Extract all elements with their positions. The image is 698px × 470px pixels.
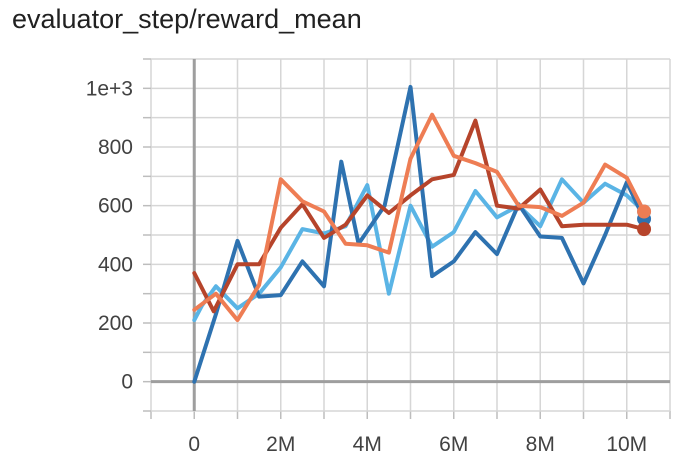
y-tick-label: 1e+3 <box>86 77 133 100</box>
series-line-4 <box>192 112 646 323</box>
axes <box>151 59 670 411</box>
x-tick-label: 2M <box>266 433 295 456</box>
x-tick-label: 10M <box>606 433 647 456</box>
y-tick-label: 200 <box>98 312 133 335</box>
series-group <box>192 84 652 384</box>
series-line-2 <box>192 84 646 384</box>
series-line-3 <box>192 118 646 314</box>
x-tick-label: 0 <box>188 433 200 456</box>
chart-title: evaluator_step/reward_mean <box>12 4 362 34</box>
x-tick-label: 6M <box>439 433 468 456</box>
y-tick-label: 0 <box>121 371 133 394</box>
x-tick-label: 4M <box>353 433 382 456</box>
series-end-marker-3 <box>637 222 652 237</box>
tick-labels: 0 2M 4M 6M 8M 10M 0 200 400 600 800 1e+3 <box>86 77 647 456</box>
y-tick-label: 800 <box>98 136 133 159</box>
series-end-marker-4 <box>637 204 652 219</box>
y-tick-label: 400 <box>98 253 133 276</box>
y-tick-label: 600 <box>98 195 133 218</box>
x-tick-label: 8M <box>526 433 555 456</box>
